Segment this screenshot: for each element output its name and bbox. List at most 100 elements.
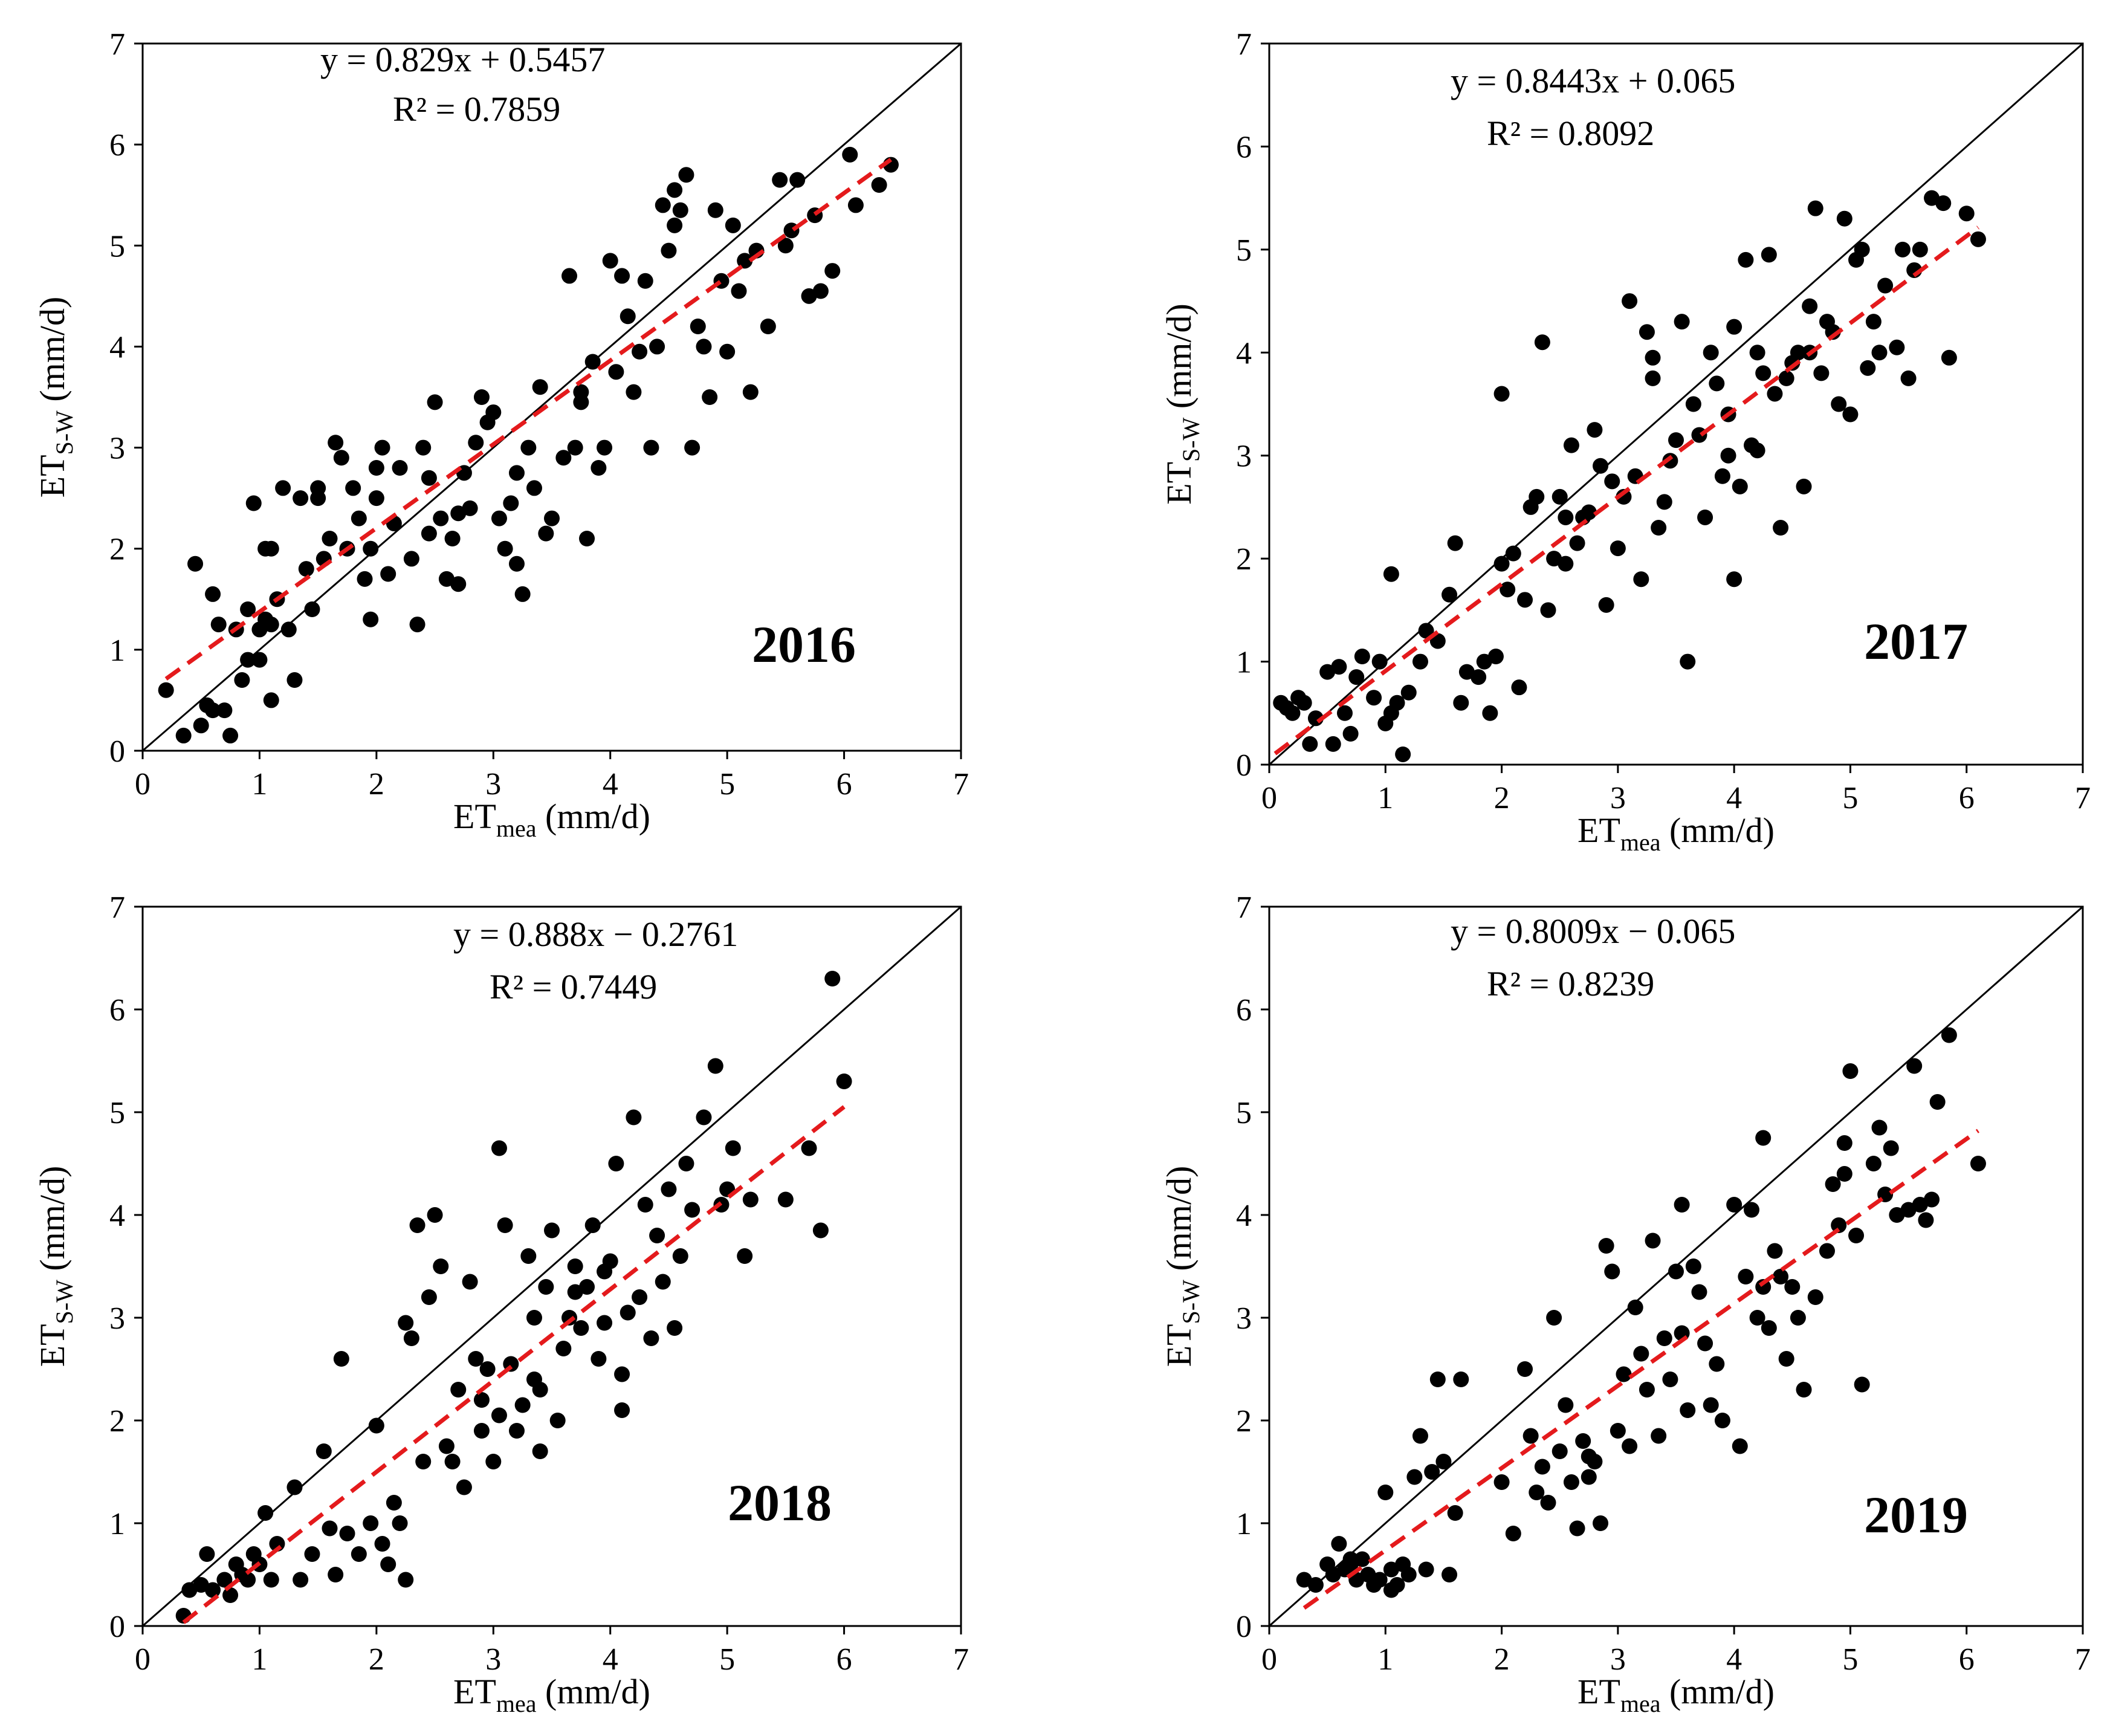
data-point (245, 495, 262, 511)
data-point (1645, 370, 1661, 386)
data-point (1831, 1217, 1847, 1233)
x-tick-label: 4 (603, 1642, 618, 1677)
data-point (597, 1263, 613, 1280)
data-point (626, 384, 642, 400)
y-tick-label: 7 (109, 890, 125, 925)
data-point (433, 510, 449, 526)
data-point (737, 253, 753, 269)
data-point (1517, 1361, 1533, 1377)
data-point (199, 1546, 215, 1562)
data-point (473, 1392, 490, 1408)
data-point (684, 439, 701, 456)
data-point (1622, 1438, 1638, 1454)
data-point (514, 1397, 531, 1413)
y-tick-label: 0 (109, 1610, 125, 1644)
data-point (1749, 1310, 1765, 1326)
data-point (1900, 370, 1917, 386)
data-point (1493, 555, 1510, 572)
data-point (503, 495, 519, 511)
data-point (1563, 437, 1579, 453)
x-tick-label: 7 (2075, 781, 2091, 815)
x-tick-label: 6 (1959, 1642, 1975, 1677)
data-point (1342, 725, 1359, 742)
y-tick-label: 2 (1236, 542, 1252, 577)
regression-line (1273, 225, 1980, 756)
data-point (456, 1479, 472, 1495)
data-point (584, 1217, 601, 1233)
data-point (1738, 251, 1754, 268)
data-point (538, 525, 554, 542)
data-point (1389, 1577, 1405, 1593)
data-point (450, 1382, 467, 1398)
data-point (193, 717, 209, 734)
data-point (1371, 653, 1388, 670)
data-point (544, 1222, 560, 1239)
data-point (1482, 705, 1498, 721)
data-point (532, 379, 548, 395)
data-point (1616, 1366, 1632, 1382)
data-point (643, 1330, 659, 1346)
data-point (1487, 649, 1504, 665)
data-point (222, 1587, 239, 1603)
data-point (608, 364, 624, 380)
data-point (1389, 695, 1405, 711)
y-tick-label: 4 (1236, 336, 1252, 371)
data-point (421, 1289, 437, 1305)
y-tick-label: 5 (109, 229, 125, 264)
data-point (1680, 653, 1696, 670)
data-point (398, 1315, 414, 1331)
data-point (1906, 1058, 1923, 1074)
data-point (1534, 1459, 1550, 1475)
data-point (655, 1274, 671, 1290)
data-point (1522, 1428, 1539, 1444)
panel-2016: 0 1 2 3 4 5 6 7 0 1 2 3 4 5 6 7 ETmea (mm/d) ETS-W (mm/d)… (33, 27, 969, 842)
data-point (1836, 210, 1853, 227)
data-point (1656, 1330, 1672, 1346)
data-point (1685, 1258, 1701, 1274)
data-point (672, 202, 688, 218)
y-tick-label: 5 (109, 1096, 125, 1130)
data-point (742, 384, 759, 400)
data-point (649, 338, 665, 355)
data-point (678, 167, 694, 183)
r-squared: R² = 0.7859 (393, 89, 560, 129)
data-point (1825, 1176, 1841, 1192)
data-point (1854, 241, 1870, 257)
data-point (812, 283, 829, 299)
data-point (597, 439, 613, 456)
data-point (871, 177, 887, 193)
data-point (567, 1284, 583, 1300)
regression-line (164, 158, 892, 681)
data-point (707, 1058, 723, 1074)
data-point (1622, 293, 1638, 309)
x-tick-label: 4 (1726, 1642, 1742, 1677)
data-point (304, 1546, 320, 1562)
data-point (772, 172, 788, 188)
x-axis-label: ETmea (mm/d) (1577, 1672, 1775, 1717)
data-point (684, 1202, 701, 1218)
data-point (1587, 422, 1603, 438)
data-point (421, 470, 437, 486)
data-point (1668, 1263, 1684, 1280)
data-point (1842, 406, 1859, 423)
data-point (421, 525, 437, 542)
data-point (777, 1191, 794, 1208)
data-point (1633, 571, 1649, 588)
data-point (1569, 1520, 1585, 1537)
y-tick-label: 2 (1236, 1404, 1252, 1439)
x-tick-label: 2 (369, 1642, 384, 1677)
data-point (725, 217, 741, 233)
data-point (468, 1351, 484, 1367)
x-tick-label: 7 (2075, 1642, 2091, 1677)
x-tick-label: 3 (1610, 781, 1626, 815)
data-point (1674, 1197, 1690, 1213)
data-point (251, 652, 268, 668)
x-tick-label: 1 (1377, 781, 1393, 815)
data-point (801, 1140, 817, 1156)
data-point (187, 555, 204, 572)
data-point (696, 1109, 712, 1125)
x-tick-label: 7 (953, 1642, 969, 1677)
data-point (1383, 566, 1399, 582)
y-tick-label: 5 (1236, 1096, 1252, 1130)
